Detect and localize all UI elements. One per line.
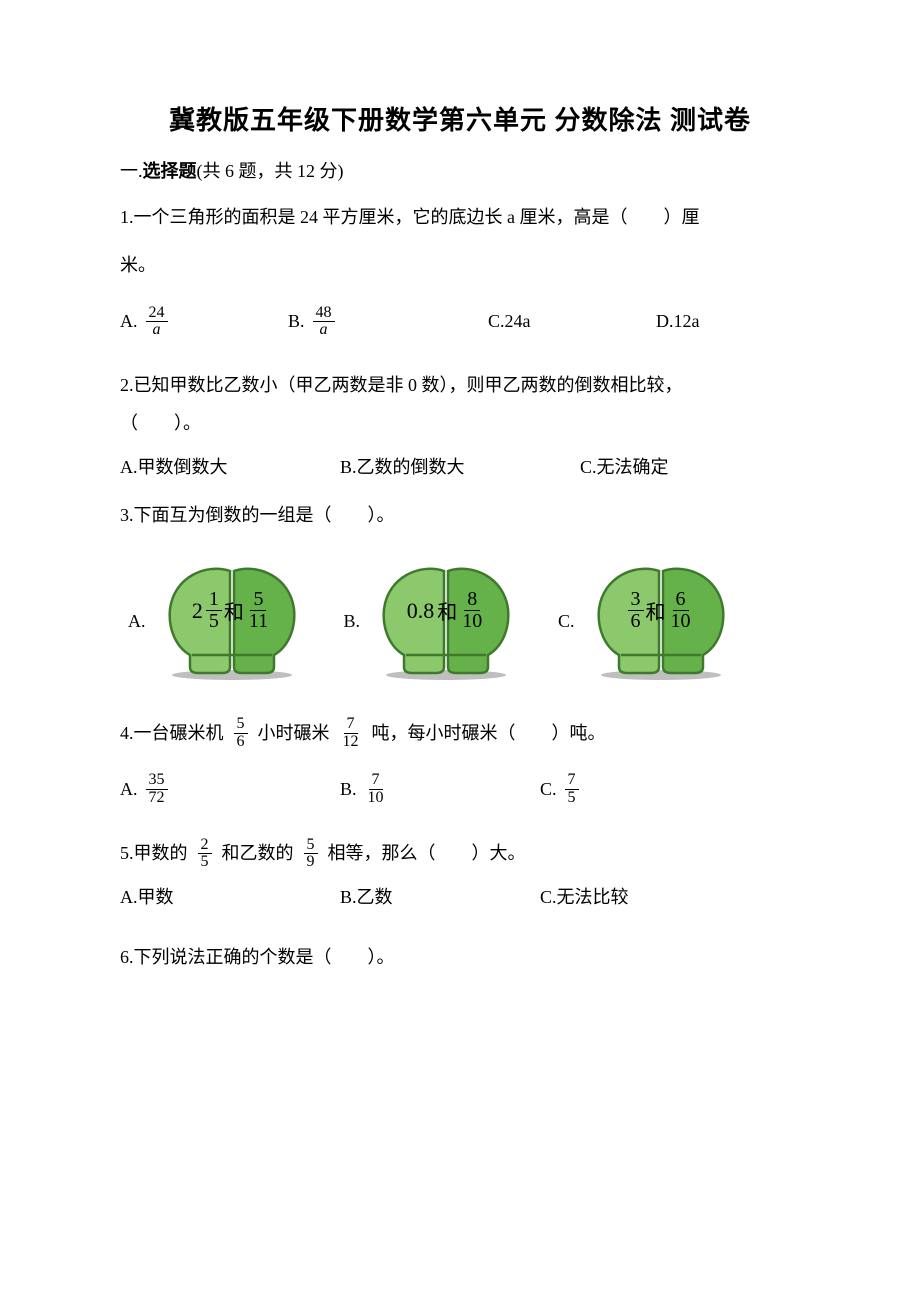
q5-optC: C.无法比较 <box>540 883 629 909</box>
q1-options: A. 24 a B. 48 a C.24a D.12a <box>120 305 800 340</box>
q3-optC-label: C. <box>558 611 575 632</box>
q2-optA: A.甲数倒数大 <box>120 453 340 479</box>
q2-optB: B.乙数的倒数大 <box>340 453 580 479</box>
q3-optA-mitten: 2 15 和 511 <box>158 563 306 681</box>
q2-line2: （ ）。 <box>120 405 800 443</box>
q1-text-line1: 1.一个三角形的面积是 24 平方厘米，它的底边长 a 厘米，高是（ ）厘 <box>120 199 800 237</box>
q3-optB-expr: 0.8 和 810 <box>372 563 520 659</box>
q5-frac1: 25 <box>198 837 212 872</box>
q5-optB: B.乙数 <box>340 883 540 909</box>
section-1-header: 一.选择题(共 6 题，共 12 分) <box>120 157 800 183</box>
page: 冀教版五年级下册数学第六单元 分数除法 测试卷 一.选择题(共 6 题，共 12… <box>0 0 920 1302</box>
q3-optC-expr: 36 和 610 <box>587 563 735 659</box>
q2-options: A.甲数倒数大 B.乙数的倒数大 C.无法确定 <box>120 453 800 479</box>
section-suffix: (共 6 题，共 12 分) <box>197 161 344 181</box>
q1-optC: C.24a <box>488 311 656 332</box>
section-name: 选择题 <box>143 161 197 181</box>
q4-text: 4.一台碾米机 56 小时碾米 712 吨，每小时碾米（ ）吨。 <box>120 715 800 753</box>
q4-optA: A. 3572 <box>120 772 340 807</box>
q5-options: A.甲数 B.乙数 C.无法比较 <box>120 883 800 909</box>
q1-optD: D.12a <box>656 311 700 332</box>
q1-optB: B. 48 a <box>288 305 488 340</box>
q3-optB-label: B. <box>344 611 361 632</box>
q5-text: 5.甲数的 25 和乙数的 59 相等，那么（ ）大。 <box>120 835 800 873</box>
q3-optB-mitten: 0.8 和 810 <box>372 563 520 681</box>
q1-text-line2: 米。 <box>120 247 800 285</box>
q5-optA: A.甲数 <box>120 883 340 909</box>
q3-optA-label: A. <box>128 611 146 632</box>
q1-optB-label: B. <box>288 311 305 332</box>
q5-frac2: 59 <box>304 837 318 872</box>
q2-line1: 2.已知甲数比乙数小（甲乙两数是非 0 数），则甲乙两数的倒数相比较， <box>120 367 800 405</box>
q4-frac2: 712 <box>340 716 362 751</box>
q3-optA-expr: 2 15 和 511 <box>158 563 306 659</box>
q1-optA-label: A. <box>120 311 138 332</box>
q1-optB-frac: 48 a <box>313 305 335 340</box>
q4-optB: B. 710 <box>340 772 540 807</box>
q6-text: 6.下列说法正确的个数是（ ）。 <box>120 939 800 977</box>
q1-optA: A. 24 a <box>120 305 288 340</box>
q1-optA-frac: 24 a <box>146 305 168 340</box>
q2-optC: C.无法确定 <box>580 453 669 479</box>
section-prefix: 一. <box>120 161 143 181</box>
q3-optC-mitten: 36 和 610 <box>587 563 735 681</box>
q3-options: A. 2 15 和 511 B. 0. <box>120 563 800 681</box>
q3-text: 3.下面互为倒数的一组是（ ）。 <box>120 497 800 535</box>
doc-title: 冀教版五年级下册数学第六单元 分数除法 测试卷 <box>120 100 800 137</box>
q4-optC: C. 75 <box>540 772 579 807</box>
q4-frac1: 56 <box>234 716 248 751</box>
q4-options: A. 3572 B. 710 C. 75 <box>120 772 800 807</box>
